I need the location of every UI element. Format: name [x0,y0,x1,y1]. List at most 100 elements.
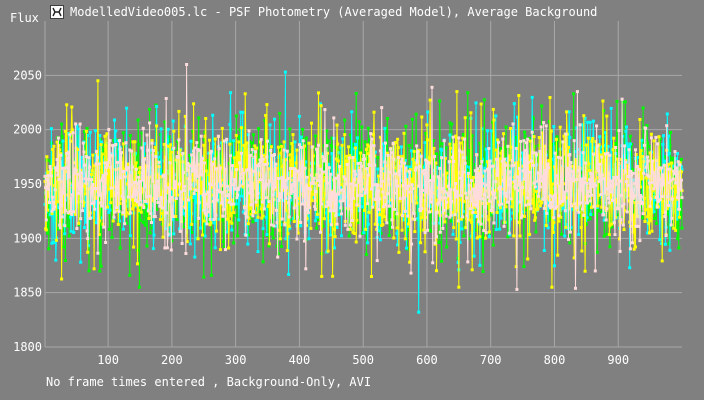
data-point [405,187,409,191]
data-point [201,157,204,160]
data-point [522,191,526,195]
data-point [296,231,300,235]
data-point [653,198,657,202]
data-point [528,232,532,236]
data-point [588,178,591,182]
data-point [676,160,680,164]
data-point [330,190,334,194]
data-point [301,192,305,196]
data-point [310,173,313,177]
data-point [315,212,319,216]
data-point [512,179,516,183]
data-point [632,213,635,217]
data-point [521,151,525,155]
data-point [571,164,575,168]
data-point [123,222,127,226]
data-point [276,145,280,149]
data-point [563,209,567,213]
data-point [137,285,141,289]
data-point [204,189,208,193]
data-point [502,132,505,136]
data-point [432,146,436,150]
data-point [127,195,130,199]
data-point [559,215,563,219]
data-point [206,159,210,163]
data-point [396,184,400,188]
data-point [435,152,438,156]
data-point [268,195,272,199]
data-point [95,149,99,153]
data-point [382,172,386,176]
data-point [667,151,671,155]
data-point [487,230,491,234]
data-point [164,97,168,100]
data-point [133,193,137,197]
data-point [452,188,456,192]
data-point [442,139,446,143]
data-point [521,199,525,203]
data-point [76,148,79,151]
data-point [54,258,58,262]
data-point [199,134,203,138]
data-point [383,126,387,130]
data-point [102,166,106,170]
data-point [348,133,352,137]
data-point [207,210,211,214]
data-point [429,158,433,162]
data-point [136,200,139,204]
data-point [234,202,238,206]
data-point [222,139,226,143]
data-point [169,143,173,147]
data-point [118,139,122,142]
data-point [371,205,375,209]
data-point [540,179,544,183]
data-point [117,210,121,213]
data-point [123,167,127,171]
data-point [100,152,104,156]
data-point [459,193,463,197]
data-point [456,189,460,193]
data-point [60,177,64,181]
data-point [649,136,653,140]
data-point [353,169,357,173]
data-point [53,188,57,192]
data-point [209,273,213,277]
data-point [614,182,618,186]
data-point [595,166,599,170]
window-title-bar[interactable]: ModelledVideo005.lc - PSF Photometry (Av… [50,3,597,21]
data-point [597,201,601,205]
data-point [211,113,215,117]
data-point [480,235,484,239]
data-point [377,189,380,193]
data-point [302,188,306,192]
data-point [563,234,567,238]
data-point [590,205,593,209]
data-point [134,203,137,207]
data-point [405,246,408,250]
data-point [498,157,502,161]
data-point [88,216,92,220]
data-point [249,210,253,214]
data-point [476,167,480,171]
data-point [364,190,368,194]
data-point [239,126,243,130]
data-point [486,129,489,133]
data-point [251,220,255,224]
data-point [260,200,264,204]
data-point [454,182,458,185]
data-point [228,123,232,126]
data-point [167,199,171,203]
data-point [82,201,86,205]
data-point [504,191,508,195]
data-point [301,128,305,131]
data-point [634,148,637,152]
data-point [70,180,74,184]
data-point [658,168,662,172]
data-point [513,174,517,178]
data-point [281,158,285,162]
data-point [297,143,301,147]
data-point [52,207,56,211]
data-point [583,176,587,180]
data-point [225,184,229,188]
data-point [204,213,208,217]
